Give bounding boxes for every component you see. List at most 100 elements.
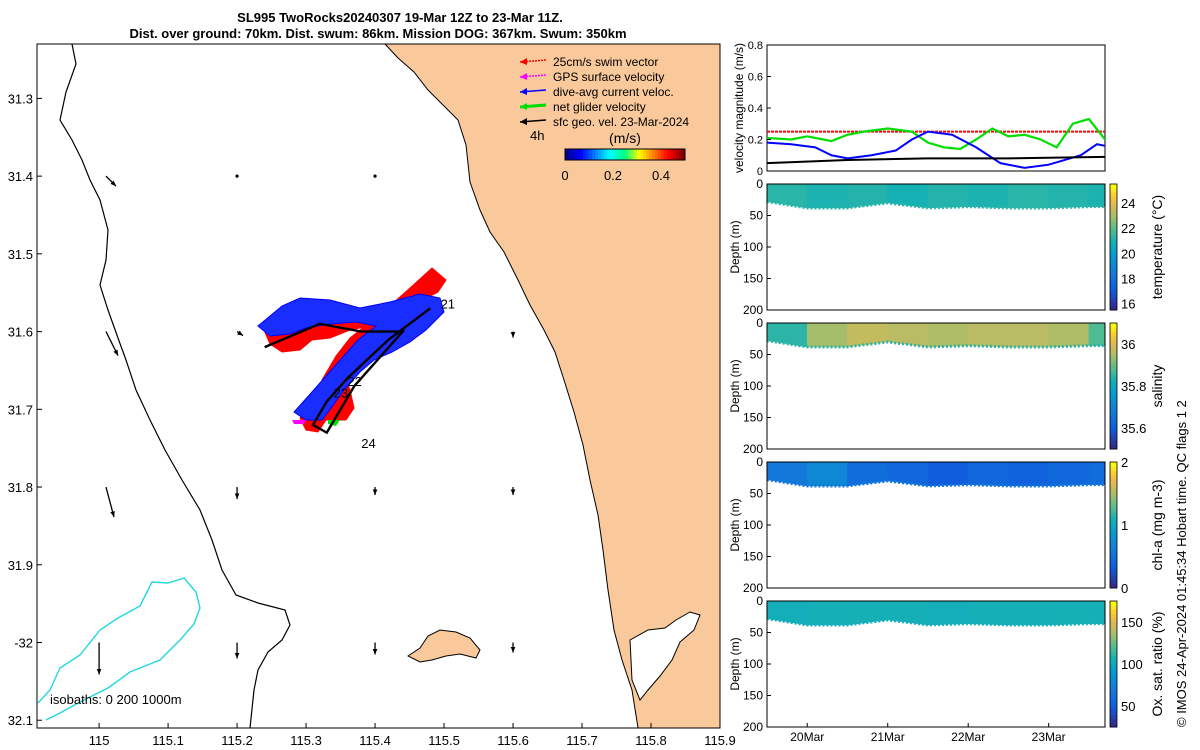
footer-credit: © IMOS 24-Apr-2024 01:45:34 Hobart time.… [1174,400,1189,727]
section-colorbar-cell [1110,234,1117,240]
gps-surface-vel-marker [292,420,306,424]
geo-vector-arrow [105,331,119,356]
glider-track [264,307,431,435]
section-colorbar-cell [1110,685,1117,690]
section-colorbar-cell [1110,419,1117,425]
geo-vector-head [510,332,516,338]
section-cell [1048,600,1090,626]
map-y-tick-label: 31.5 [8,247,33,262]
section-bottom-edge [766,617,1105,627]
section-colorbar-cell [1110,462,1117,467]
geo-vector-arrow [234,642,240,659]
velocity-y-tick-label: 0.2 [748,135,763,147]
section-colorbar-cell [1110,423,1117,429]
section-colorbar-tick-label: 0 [1121,581,1128,596]
section-colorbar-cell [1110,634,1117,640]
colorbar-cell [631,149,635,160]
map-x-tick-label: 115.5 [428,733,460,748]
section-colorbar-tick-label: 150 [1121,615,1143,630]
day-label: 23 [334,386,348,401]
colorbar-cell [637,149,641,160]
section-colorbar-cell [1110,390,1117,395]
colorbar-cell [610,149,614,160]
map-x-tick-label: 115.1 [152,733,184,748]
chla-section: 0 50 100 150 200 Depth (m) 0 1 2 chl-a (mg m-3) [728,455,1165,596]
section-colorbar-cell [1110,718,1117,724]
geo-vector-dot [373,174,377,178]
colorbar-cell [613,149,617,160]
section-colorbar-tick-label: 2 [1121,455,1128,470]
section-colorbar-cell [1110,710,1117,715]
colorbar-cell [670,149,674,160]
section-cell [1008,322,1049,348]
map-y-tick-label: 31.9 [8,558,33,573]
section-colorbar-cell [1110,335,1117,341]
legend-entry: GPS surface velocity [519,70,664,84]
section-colorbar-tick-label: 1 [1121,518,1128,533]
section-colorbar-cell [1110,440,1117,446]
colorbar-cell [628,149,632,160]
geo-vector-dot [235,174,239,178]
velocity-y-tick-label: 0 [757,166,763,178]
section-colorbar-cell [1110,373,1117,379]
isobath-label: isobaths: 0 200 1000m [50,692,182,707]
section-colorbar-tick-label: 36 [1121,337,1135,352]
section-colorbar-label: salinity [1149,365,1165,408]
section-colorbar-cell [1110,525,1117,530]
map-x-tick-label: 115.8 [635,733,667,748]
section-colorbar-cell [1110,550,1117,555]
section-colorbar-cell [1110,668,1117,673]
section-colorbar-cell [1110,520,1117,526]
geo-vector-head [237,330,244,336]
geo-vector-arrow [510,487,516,496]
section-colorbar-cell [1110,504,1117,509]
geo-vector-arrow [96,642,102,675]
map-x-tick-label: 115.6 [497,733,529,748]
colorbar-tick-label: 0.4 [652,168,670,183]
section-y-tick-label: 100 [743,518,763,532]
section-colorbar-label: temperature (°C) [1149,195,1165,299]
section-colorbar-cell [1110,575,1117,581]
section-colorbar-cell [1110,407,1117,412]
section-bottom-edge [766,339,1105,349]
geo-vector-arrow [234,487,240,500]
section-colorbar-cell [1110,272,1117,277]
section-cell [806,322,848,348]
section-y-tick-label: 200 [743,581,763,595]
geo-vector-head [372,489,378,496]
section-colorbar-cell [1110,289,1117,294]
section-y-tick-label: 200 [743,303,763,317]
colorbar-cell [658,149,662,160]
geo-vector-head [113,349,118,356]
section-colorbar-cell [1110,276,1117,282]
geo-vector-head [510,489,516,496]
colorbar-frame [564,148,686,161]
section-colorbar-frame [1109,322,1118,450]
section-colorbar-tick-label: 50 [1121,699,1135,714]
section-cell [1048,322,1090,348]
section-cell [927,183,969,209]
section-y-tick-label: 150 [743,689,763,703]
colorbar-cell [589,149,593,160]
section-colorbar-cell [1110,339,1117,345]
section-colorbar-cell [1110,221,1117,227]
section-colorbar-cell [1110,701,1117,707]
colorbar-cell [667,149,671,160]
section-y-tick-label: 100 [743,240,763,254]
legend-entry: dive-avg current veloc. [519,85,674,99]
section-bottom-edge [766,478,1105,488]
section-cell [967,600,1009,626]
section-colorbar-cell [1110,305,1117,311]
section-cell [806,600,848,626]
section-cell [806,183,848,209]
map-x-tick-label: 115.2 [221,733,253,748]
section-colorbar-cell [1110,428,1117,433]
section-cell [927,461,969,487]
colorbar-cell [634,149,638,160]
map-x-tick-label: 115 [89,733,110,748]
section-cell [806,461,848,487]
section-colorbar-cell [1110,381,1117,387]
colorbar-cell [595,149,599,160]
